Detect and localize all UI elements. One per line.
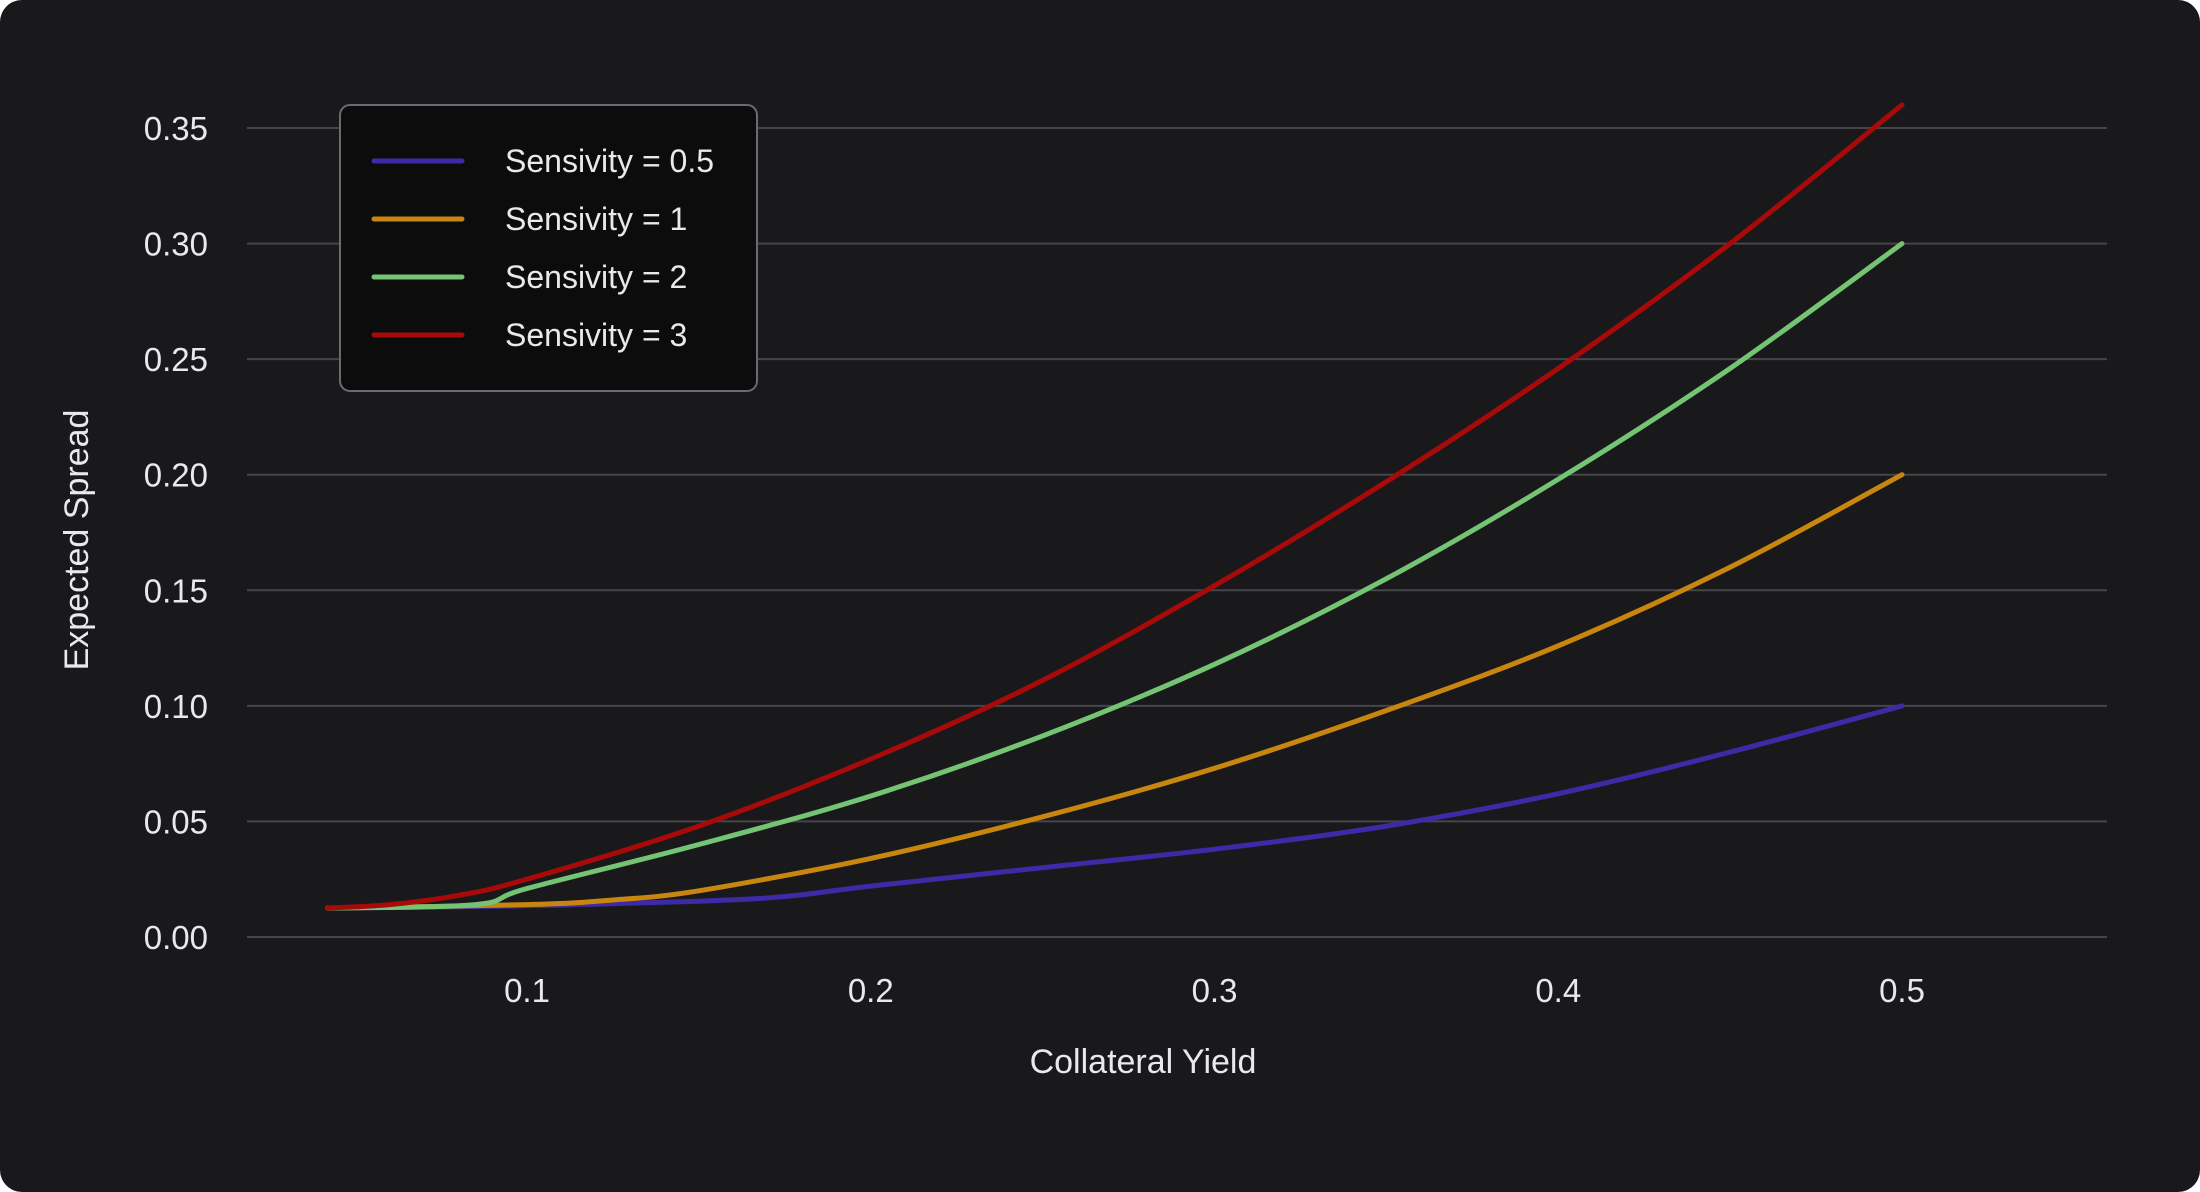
x-axis-label: Collateral Yield [1030,1043,1257,1081]
x-tick-label: 0.1 [504,972,550,1009]
y-tick-label: 0.20 [144,457,208,494]
legend-label: Sensivity = 2 [505,259,687,295]
y-tick-label: 0.30 [144,226,208,263]
legend-item: Sensivity = 2 [371,259,687,295]
legend-box [339,104,758,392]
legend-item: Sensivity = 0.5 [371,143,714,179]
y-tick-label: 0.35 [144,110,208,147]
y-tick-label: 0.10 [144,688,208,725]
y-tick-label: 0.05 [144,803,208,840]
x-tick-label: 0.5 [1879,972,1925,1009]
series-line-2 [325,472,1905,911]
y-tick-labels: 0.00 0.05 0.10 0.15 0.20 0.25 0.30 0.35 [144,110,208,956]
legend-label: Sensivity = 1 [505,201,687,237]
x-tick-label: 0.3 [1192,972,1238,1009]
legend-item: Sensivity = 3 [371,317,687,353]
series-lines [325,102,1905,911]
series-line-3 [325,241,1905,911]
series-line-4 [325,102,1905,911]
y-tick-label: 0.25 [144,341,208,378]
legend-label: Sensivity = 0.5 [505,143,714,179]
legend-label: Sensivity = 3 [505,317,687,353]
y-tick-label: 0.15 [144,572,208,609]
y-axis-label: Expected Spread [58,410,96,671]
y-tick-label: 0.00 [144,919,208,956]
x-tick-label: 0.2 [848,972,894,1009]
legend-item: Sensivity = 1 [371,201,687,237]
x-tick-labels: 0.1 0.2 0.3 0.4 0.5 [504,972,1925,1009]
x-tick-label: 0.4 [1535,972,1581,1009]
series-line-1 [325,703,1905,911]
legend: Sensivity = 0.5 Sensivity = 1 Sensivity = … [339,104,758,392]
